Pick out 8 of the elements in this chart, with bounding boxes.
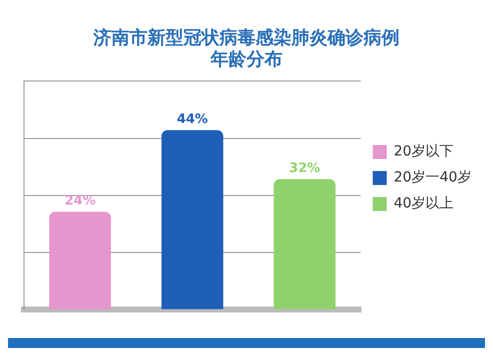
legend-label: 20岁一40岁: [394, 170, 472, 186]
text: 年龄分布: [210, 49, 282, 70]
data-label: 32%: [289, 160, 320, 176]
data-label: 24%: [64, 194, 96, 209]
text: 济南市新型冠状病毒感染肺炎确诊病例: [94, 27, 400, 48]
data-label: 44%: [176, 112, 208, 128]
legend-label: 40岁以上: [394, 196, 454, 212]
legend-label: 20岁以下: [394, 144, 454, 160]
